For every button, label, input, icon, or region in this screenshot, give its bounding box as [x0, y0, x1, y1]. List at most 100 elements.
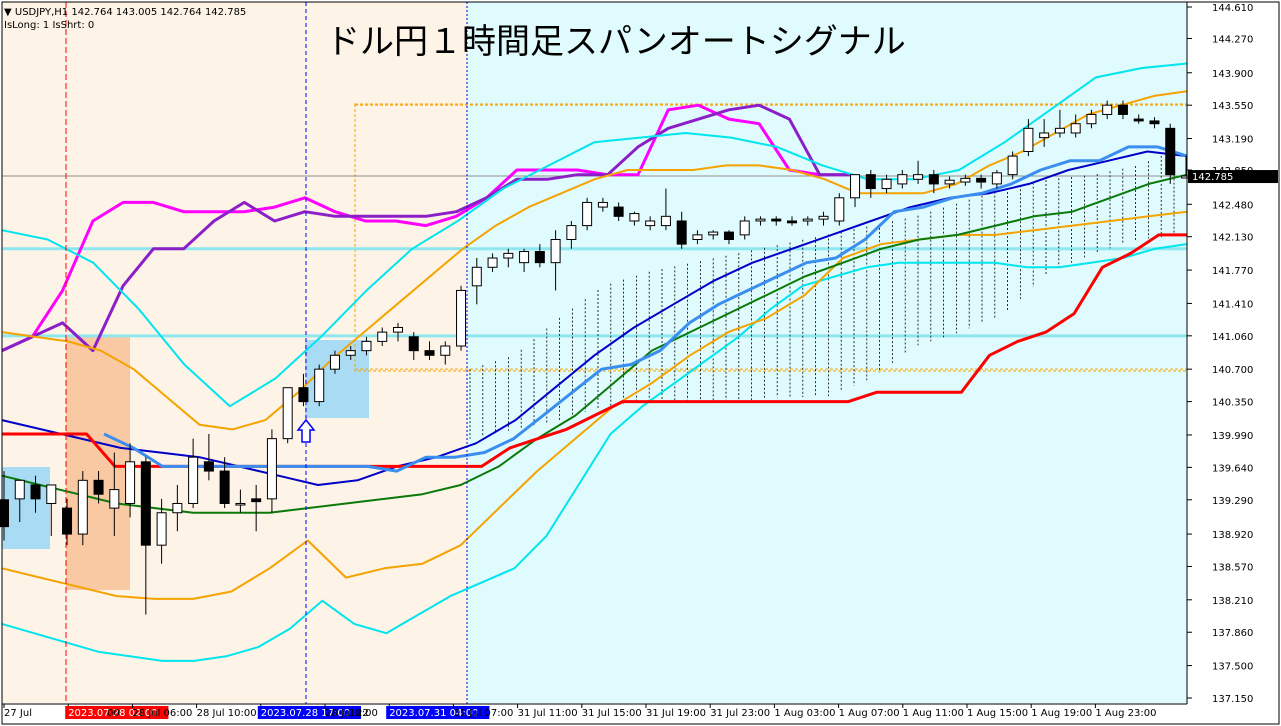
- candle-body: [1133, 118, 1144, 122]
- candle-body: [314, 368, 325, 403]
- x-tick-label: 18:00: [349, 708, 378, 719]
- sell-zone-box: [66, 335, 130, 590]
- candle-body: [629, 213, 640, 222]
- candle-body: [818, 215, 829, 220]
- candle-body: [109, 489, 120, 509]
- y-tick-label: 141.060: [1212, 332, 1253, 343]
- candle-body: [203, 461, 214, 472]
- y-tick-label: 139.640: [1212, 463, 1253, 474]
- x-tick-label: 28 Jul 10:00: [197, 708, 257, 719]
- candle-body: [0, 499, 9, 528]
- candle-body: [424, 350, 435, 356]
- candle-body: [440, 345, 451, 356]
- candle-body: [219, 470, 230, 504]
- candle-body: [503, 252, 514, 259]
- x-tick-label: 1 Aug 11:00: [903, 708, 964, 719]
- indicator-series-line: [103, 145, 1188, 473]
- candle-body: [597, 201, 608, 208]
- symbol-info: ▼ USDJPY,H1 142.764 143.005 142.764 142.…: [4, 7, 247, 18]
- candle-body: [1054, 127, 1065, 134]
- candle-body: [393, 326, 403, 333]
- candle-body: [377, 331, 388, 342]
- candle-body: [125, 461, 136, 504]
- indicator-series-line: [1, 150, 1188, 486]
- candle-body: [46, 484, 57, 504]
- candlesticks: [0, 100, 1191, 615]
- y-tick-label: 144.270: [1212, 34, 1253, 45]
- candle-body: [897, 174, 908, 185]
- candle-body: [266, 438, 277, 500]
- y-tick-label: 140.350: [1212, 398, 1253, 409]
- candle-body: [739, 220, 750, 236]
- candle-body: [928, 174, 939, 185]
- y-tick-label: 137.860: [1212, 628, 1253, 639]
- candle-body: [771, 218, 782, 222]
- y-tick-label: 140.700: [1212, 365, 1253, 376]
- candle-body: [787, 220, 797, 224]
- x-tick-label: 31 Jul 23:00: [710, 708, 770, 719]
- y-tick-label: 143.190: [1212, 135, 1253, 146]
- candle-body: [913, 174, 924, 180]
- candle-body: [487, 257, 498, 268]
- y-tick-label: 142.480: [1212, 200, 1253, 211]
- y-tick-label: 144.610: [1212, 3, 1253, 14]
- candle-body: [519, 251, 530, 264]
- candle-body: [708, 231, 719, 236]
- candle-body: [1117, 104, 1128, 115]
- y-tick-label: 143.550: [1212, 101, 1253, 112]
- candle-body: [140, 461, 151, 546]
- y-tick-label: 141.770: [1212, 266, 1253, 277]
- candle-body: [1149, 120, 1160, 125]
- position-status: IsLong: 1 IsShrt: 0: [4, 20, 95, 31]
- indicator-series-line: [1, 173, 1188, 514]
- candle-body: [566, 225, 577, 240]
- current-price-label: 142.785: [1192, 172, 1233, 183]
- candle-body: [1007, 155, 1018, 176]
- current-price-tag: 142.785: [1188, 170, 1278, 184]
- x-tick-label: 1 Aug 07:00: [839, 708, 900, 719]
- candle-body: [361, 340, 372, 352]
- candle-body: [755, 218, 766, 222]
- candle-body: [550, 238, 561, 264]
- indicator-series-line: [1, 103, 850, 353]
- candle-body: [408, 336, 419, 352]
- y-tick-label: 137.500: [1212, 662, 1253, 673]
- x-label-highlight: [386, 706, 490, 719]
- candle-body: [723, 231, 734, 240]
- y-tick-label: 139.990: [1212, 431, 1253, 442]
- candle-body: [172, 502, 183, 514]
- candle-body: [471, 266, 482, 287]
- candle-body: [991, 172, 1002, 185]
- candle-body: [14, 479, 25, 500]
- horizontal-lines: [2, 104, 1187, 370]
- y-tick-label: 141.410: [1212, 299, 1253, 310]
- x-tick-label: 2023.07.31 04:00: [389, 708, 478, 719]
- x-tick-label: 31 Jul 15:00: [582, 708, 642, 719]
- x-tick-label: 00: [107, 708, 120, 719]
- y-tick-label: 142.130: [1212, 233, 1253, 244]
- indicator-lines: [1, 62, 1188, 662]
- candle-body: [30, 484, 41, 500]
- x-tick-label: 28 Jul 06:00: [132, 708, 192, 719]
- price-axis: 144.610144.270143.900143.550143.190142.8…: [1187, 3, 1253, 705]
- candle-body: [251, 498, 262, 503]
- indicator-series-line: [1, 62, 1188, 408]
- candle-body: [93, 479, 104, 495]
- candle-body: [613, 206, 624, 217]
- candle-body: [692, 234, 703, 240]
- candle-body: [1039, 132, 1050, 139]
- candle-body: [976, 177, 987, 183]
- y-tick-label: 138.920: [1212, 530, 1253, 541]
- candle-body: [1070, 123, 1081, 134]
- y-tick-label: 137.150: [1212, 694, 1253, 705]
- candle-body: [62, 507, 73, 535]
- signal-arrow-icon: [296, 418, 316, 443]
- candle-body: [345, 350, 356, 356]
- candle-body: [1086, 113, 1097, 125]
- x-tick-label: 31 Jul 19:00: [646, 708, 706, 719]
- candle-body: [834, 197, 845, 222]
- candle-body: [77, 479, 88, 535]
- candle-body: [282, 387, 293, 440]
